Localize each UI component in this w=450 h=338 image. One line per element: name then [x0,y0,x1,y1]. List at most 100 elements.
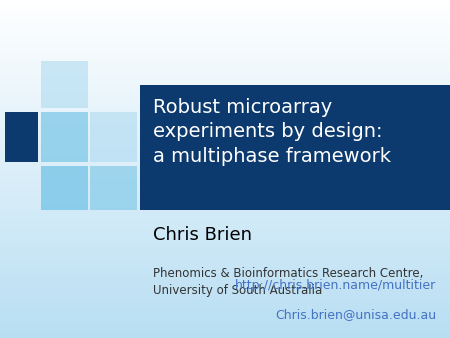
Bar [0,320,450,322]
Bar [0,295,450,297]
Bar [0,336,450,338]
Bar [0,198,450,200]
Bar [0,63,450,65]
Bar [0,61,450,63]
Bar [0,50,450,52]
Bar [40,112,88,162]
Bar [0,196,450,198]
Bar [0,104,450,106]
Bar [0,187,450,189]
Bar [0,99,450,101]
Bar [0,88,450,90]
Bar [0,43,450,45]
Bar [0,27,450,29]
Bar [0,277,450,280]
Bar [0,212,450,214]
Bar [0,14,450,16]
Bar [0,282,450,284]
Bar [0,65,450,68]
Bar [0,2,450,4]
Bar [0,117,450,119]
Bar [0,183,450,185]
Bar [0,280,450,282]
Bar [0,205,450,207]
Bar [0,56,450,58]
Bar [40,61,88,108]
Bar [0,246,450,248]
Bar [0,250,450,252]
Bar [0,25,450,27]
Bar [0,264,450,266]
Bar [0,200,450,203]
Bar [0,160,450,162]
Text: Chris Brien: Chris Brien [153,226,252,244]
Bar [0,36,450,38]
Bar [0,95,450,97]
Bar [0,11,450,14]
Bar [0,81,450,83]
Bar [0,219,450,221]
Bar [0,83,450,86]
Bar [0,288,450,291]
Bar [0,4,450,7]
Bar [0,185,450,187]
Bar [0,307,450,309]
Bar [0,275,450,277]
Bar [0,311,450,313]
Bar [0,214,450,216]
Bar [0,133,450,135]
Bar [0,119,450,122]
Bar [90,166,137,210]
Bar [0,259,450,261]
Bar [0,327,450,329]
Bar [4,112,38,162]
Bar [0,138,450,140]
Bar [0,92,450,95]
Bar [0,31,450,34]
Bar [0,70,450,72]
Bar [0,131,450,133]
Bar [0,210,450,212]
Bar [0,45,450,47]
Bar [0,58,450,61]
Text: Robust microarray
experiments by design:
a multiphase framework: Robust microarray experiments by design:… [153,98,391,166]
Bar [0,227,450,230]
Bar [0,324,450,327]
Bar [0,135,450,138]
Bar [0,291,450,293]
Bar [0,257,450,259]
Bar [0,189,450,192]
Bar [0,239,450,241]
Bar [0,313,450,315]
Bar [0,207,450,210]
Bar [0,115,450,117]
Bar [0,241,450,243]
Bar [0,309,450,311]
Bar [0,151,450,153]
Bar [0,297,450,300]
Bar [0,300,450,302]
Bar [140,84,450,210]
Text: Phenomics & Bioinformatics Research Centre,
University of South Australia: Phenomics & Bioinformatics Research Cent… [153,267,423,297]
Bar [0,176,450,178]
Bar [0,16,450,18]
Bar [0,216,450,219]
Bar [0,293,450,295]
Bar [0,268,450,270]
Bar [90,112,137,162]
Bar [0,140,450,142]
Bar [40,166,88,210]
Bar [0,72,450,74]
Bar [0,302,450,304]
Bar [0,173,450,176]
Bar [0,86,450,88]
Bar [0,203,450,205]
Bar [0,329,450,331]
Bar [0,9,450,11]
Bar [0,322,450,324]
Bar [0,165,450,167]
Bar [0,169,450,171]
Bar [0,243,450,246]
Bar [0,34,450,36]
Bar [0,146,450,149]
